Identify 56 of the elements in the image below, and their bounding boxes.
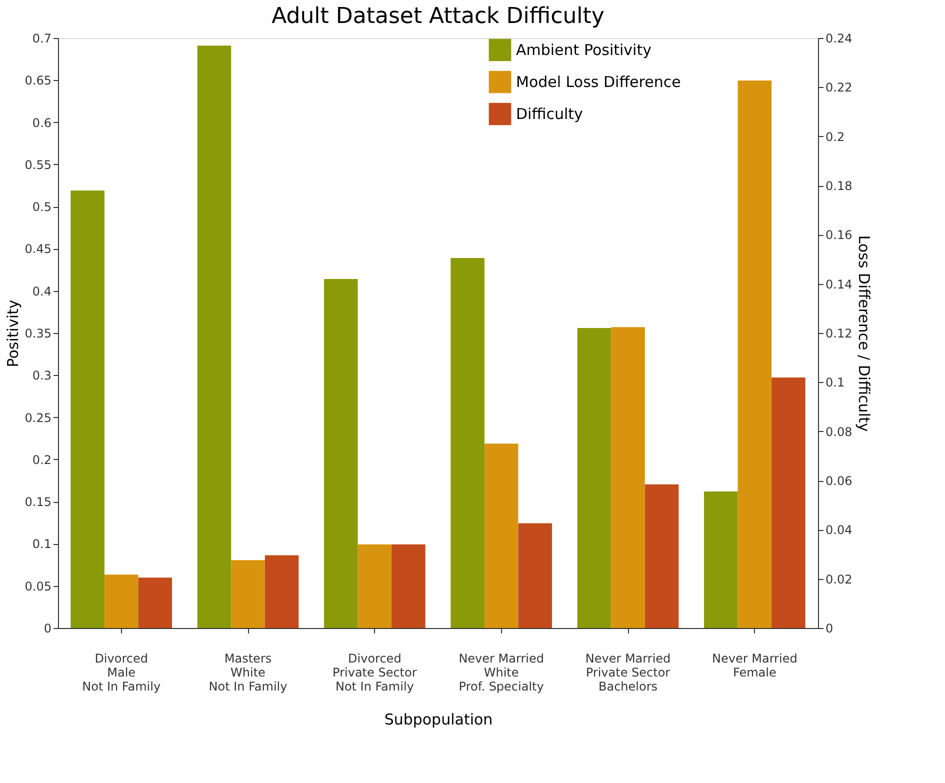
bar xyxy=(518,523,552,628)
y2-tick-label: 0.14 xyxy=(826,277,852,292)
y-tick-label: 0.5 xyxy=(32,200,52,214)
y-tick-label: 0.45 xyxy=(24,242,52,256)
y-tick-label: 0.65 xyxy=(24,74,52,88)
legend-label: Model Loss Difference xyxy=(516,73,681,91)
y-tick-label: 0.35 xyxy=(24,326,52,340)
y2-tick-label: 0.22 xyxy=(826,80,852,95)
y2-tick-label: 0.1 xyxy=(826,376,845,390)
x-axis-title: Subpopulation xyxy=(384,710,493,728)
y2-tick-label: 0 xyxy=(826,622,834,636)
bar xyxy=(264,555,299,628)
y2-tick-label: 0.04 xyxy=(826,523,852,538)
y-tick-label: 0.05 xyxy=(24,579,52,594)
x-tick-label: Never Married White Prof. Specialty xyxy=(458,652,544,694)
y-axis-title: Positivity xyxy=(4,300,22,368)
bar xyxy=(324,279,358,628)
bar xyxy=(738,80,772,628)
y2-tick-label: 0.18 xyxy=(826,179,852,193)
bar xyxy=(104,574,138,628)
x-tick-label: Divorced Male Not In Family xyxy=(82,652,161,694)
y2-tick-label: 0.06 xyxy=(826,474,852,488)
bar xyxy=(70,190,104,628)
bar xyxy=(450,258,484,628)
x-tick-label: Never Married Private Sector Bachelors xyxy=(585,652,671,694)
bar xyxy=(231,560,265,628)
y-tick-label: 0.15 xyxy=(24,495,52,510)
y2-tick-label: 0.12 xyxy=(826,326,852,340)
y2-tick-label: 0.24 xyxy=(826,32,852,46)
bar xyxy=(772,377,806,628)
y-tick-label: 0.4 xyxy=(32,284,52,298)
bar xyxy=(358,544,392,628)
y2-tick-label: 0.16 xyxy=(826,228,852,242)
y-tick-label: 0.7 xyxy=(32,32,52,46)
bar xyxy=(138,578,172,628)
bar xyxy=(704,491,738,628)
y2-tick-label: 0.02 xyxy=(826,572,852,586)
y2-tick-label: 0.2 xyxy=(826,130,845,144)
y-tick-label: 0.3 xyxy=(32,368,52,383)
y-tick-label: 0.2 xyxy=(32,452,52,467)
y-tick-label: 0.25 xyxy=(24,410,52,425)
y-tick-label: 0.55 xyxy=(24,158,52,172)
x-tick-label: Divorced Private Sector Not In Family xyxy=(332,652,417,694)
chart-title: Adult Dataset Attack Difficulty xyxy=(272,4,604,29)
y2-axis-title: Loss Difference / Difficulty xyxy=(855,235,874,432)
legend-label: Ambient Positivity xyxy=(516,41,652,59)
x-tick-label: Never Married Female xyxy=(712,652,798,680)
bar xyxy=(392,544,426,628)
x-tick-label: Masters White Not In Family xyxy=(208,652,288,694)
y-tick-label: 0 xyxy=(44,622,52,636)
bar xyxy=(644,484,679,628)
legend-label: Difficulty xyxy=(516,105,584,123)
y-tick-label: 0.1 xyxy=(32,537,52,552)
bar xyxy=(197,46,232,628)
y2-tick-label: 0.08 xyxy=(826,424,852,439)
y-tick-label: 0.6 xyxy=(32,116,52,130)
